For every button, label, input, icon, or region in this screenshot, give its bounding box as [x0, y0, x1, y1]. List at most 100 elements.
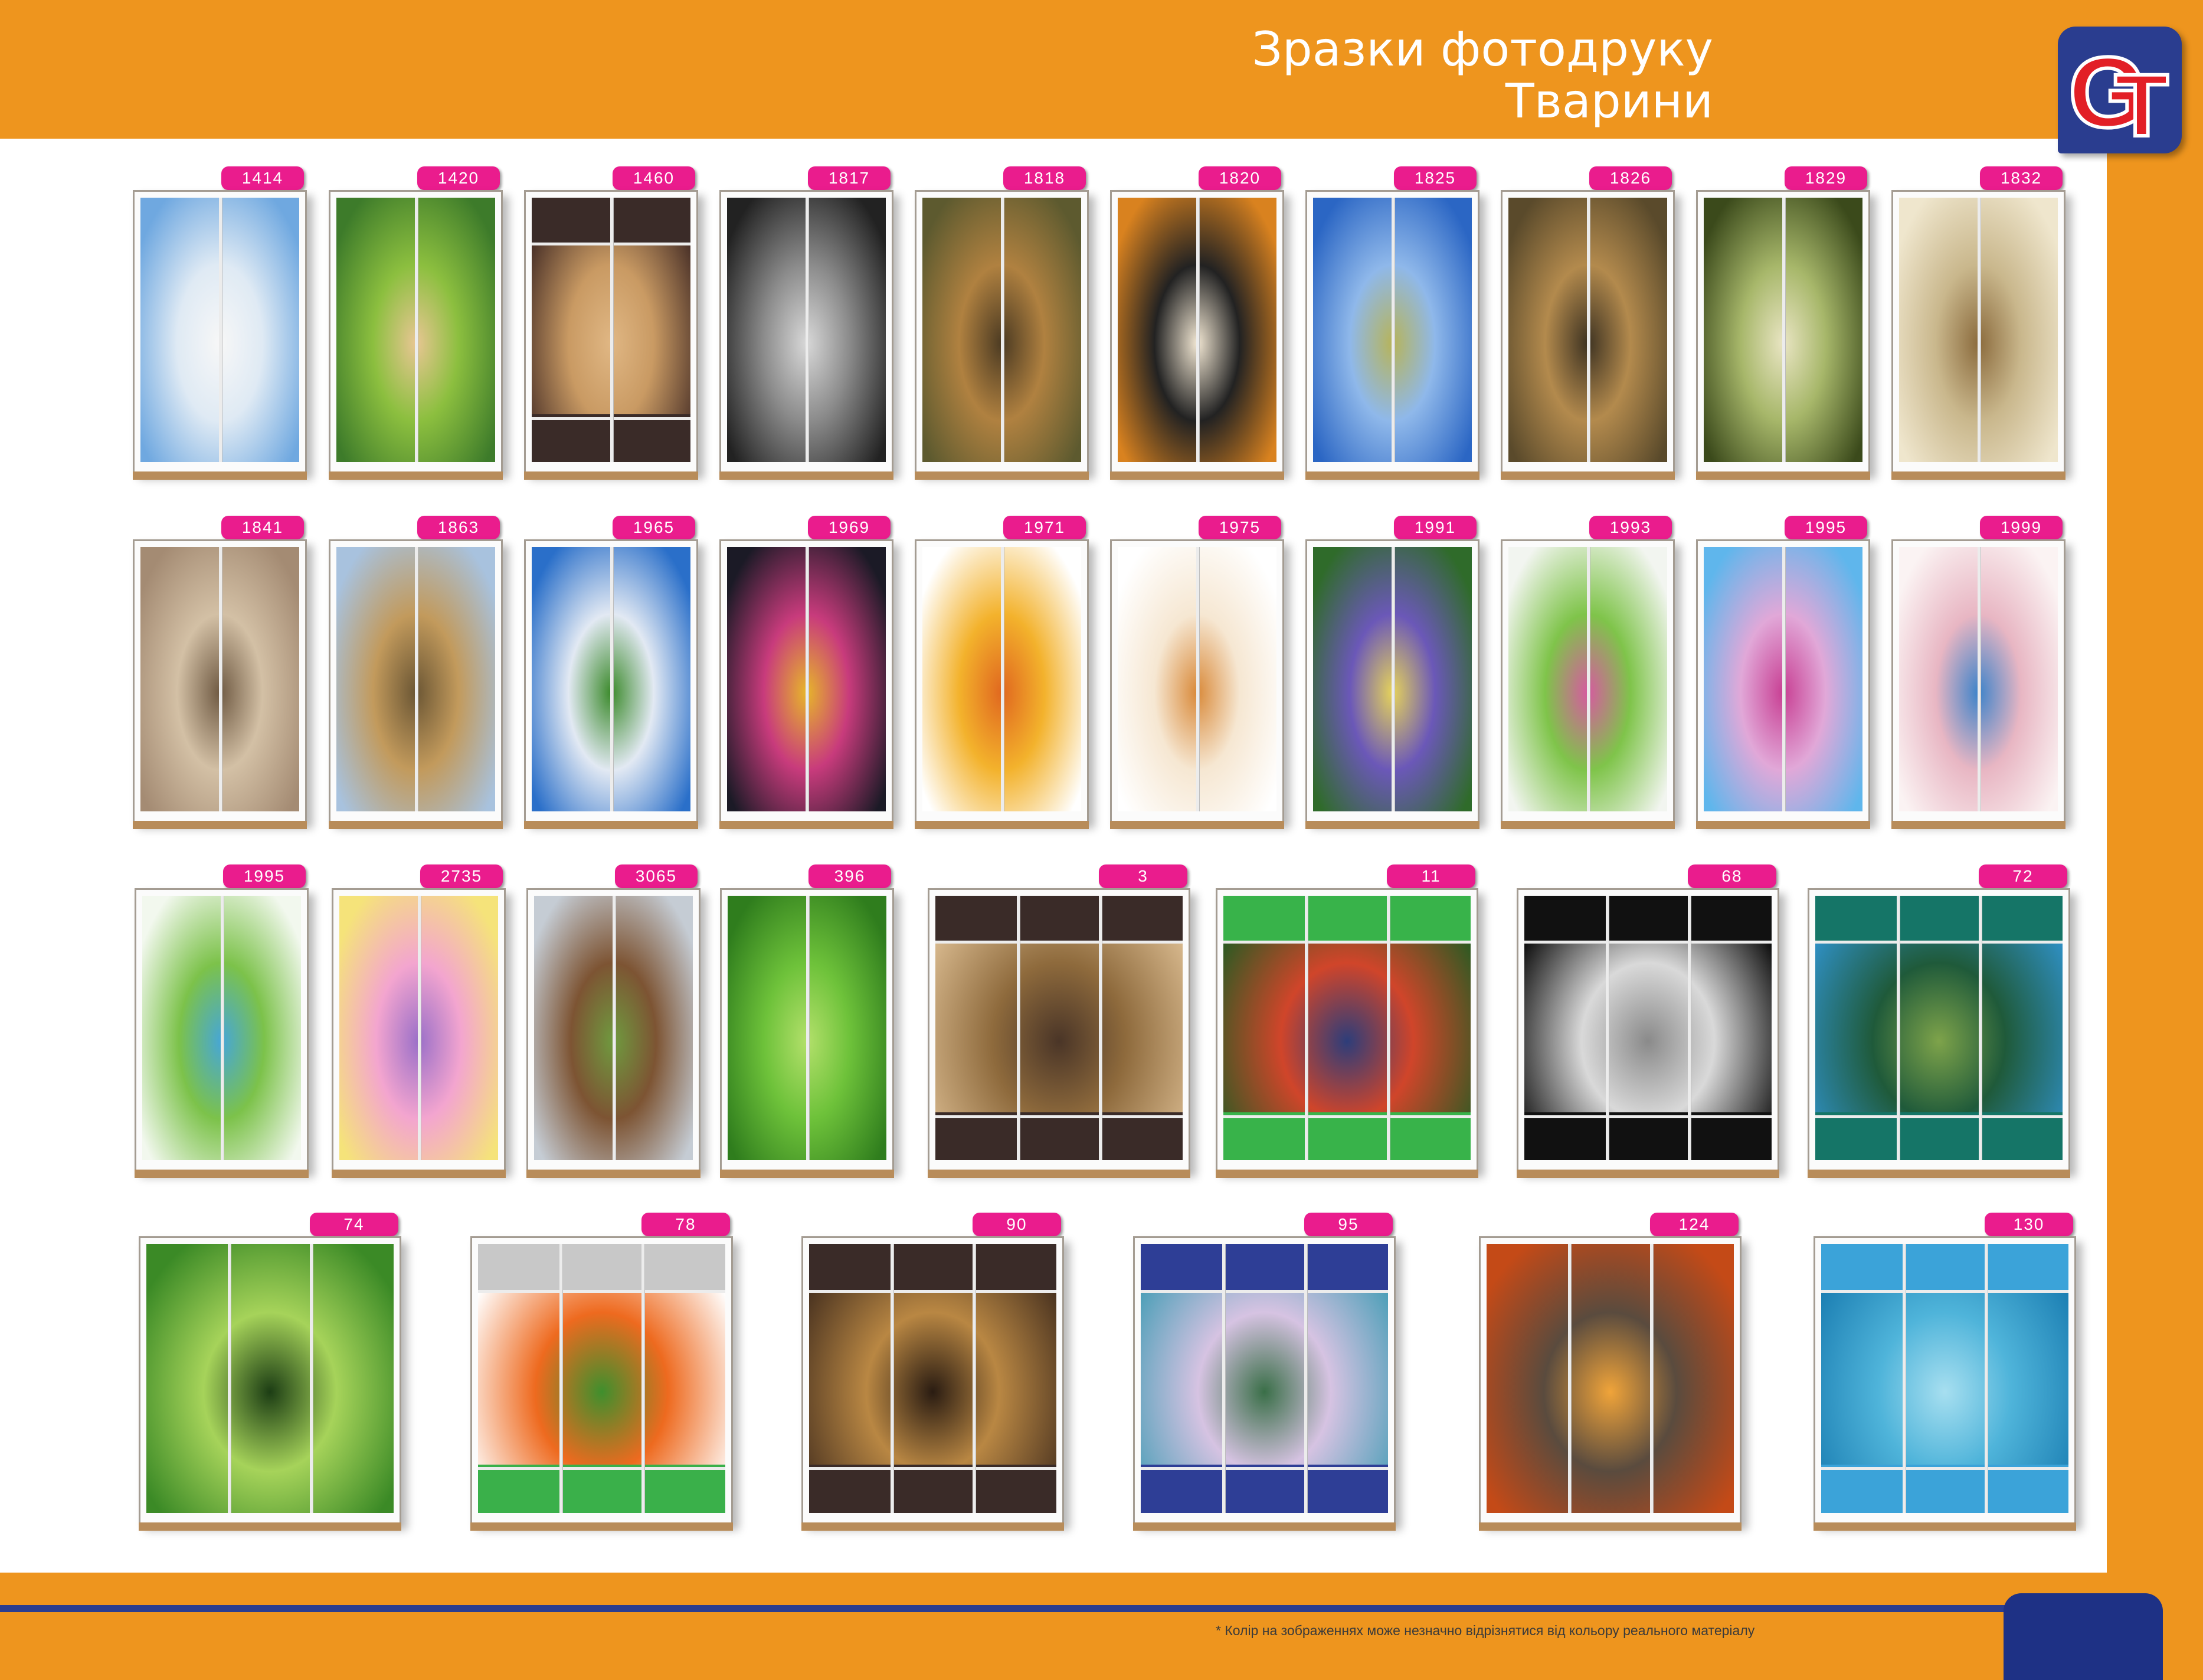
page-title: Зразки фотодруку Тварини — [1252, 24, 1713, 127]
wardrobe-plinth — [329, 821, 503, 829]
footer-bar — [0, 1573, 2203, 1680]
wardrobe-frame — [719, 190, 893, 480]
wardrobe-sample: 1826 — [1501, 166, 1675, 480]
door-divider — [418, 896, 421, 1160]
wardrobe-plinth — [1501, 821, 1675, 829]
door-divider — [228, 1244, 231, 1513]
sample-code-badge: 1975 — [1199, 516, 1281, 539]
wardrobe-frame — [720, 888, 894, 1178]
door-divider — [1196, 547, 1199, 811]
footer-line — [0, 1605, 2006, 1612]
sample-code-badge: 1995 — [223, 864, 306, 888]
sample-code-badge: 1460 — [613, 166, 695, 190]
door-divider — [1387, 896, 1390, 1160]
wardrobe-plinth — [1305, 471, 1479, 480]
wardrobe-plinth — [524, 821, 698, 829]
door-divider — [1099, 896, 1102, 1160]
color-band-top — [935, 896, 1183, 944]
door-rail — [478, 1290, 725, 1293]
wardrobe-sample: 1825 — [1305, 166, 1479, 480]
wardrobe-plinth — [139, 1522, 401, 1531]
wardrobe-plinth — [329, 471, 503, 480]
sample-code-badge: 1995 — [1785, 516, 1867, 539]
title-line-1: Зразки фотодруку — [1252, 22, 1713, 77]
wardrobe-plinth — [720, 1170, 894, 1178]
sample-code-badge: 1991 — [1394, 516, 1477, 539]
color-disclaimer: * Колір на зображеннях може незначно від… — [1216, 1623, 1755, 1638]
door-divider — [219, 547, 222, 811]
door-divider — [1001, 198, 1004, 462]
sample-code-badge: 1863 — [417, 516, 500, 539]
wardrobe-sample: 1969 — [719, 516, 893, 829]
door-divider — [1978, 198, 1981, 462]
header-bar: Зразки фотодруку Тварини — [0, 0, 2203, 139]
wardrobe-sample: 1818 — [915, 166, 1089, 480]
color-band-bottom — [1141, 1465, 1388, 1513]
wardrobe-frame — [1891, 539, 2065, 829]
door-divider — [1587, 547, 1590, 811]
sample-code-badge: 1829 — [1785, 166, 1867, 190]
wardrobe-frame — [719, 539, 893, 829]
wardrobe-sample: 1993 — [1501, 516, 1675, 829]
wardrobe-sample: 1999 — [1891, 516, 2065, 829]
wardrobe-plinth — [526, 1170, 700, 1178]
door-rail — [935, 941, 1183, 944]
photo-print-butterfly — [146, 1244, 394, 1513]
wardrobe-sample: 124 — [1479, 1213, 1742, 1531]
sample-code-badge: 1969 — [808, 516, 891, 539]
wardrobe-frame — [133, 190, 307, 480]
title-line-2: Тварини — [1505, 74, 1713, 129]
wardrobe-sample: 1991 — [1305, 516, 1479, 829]
color-band-bottom — [935, 1112, 1183, 1160]
wardrobe-plinth — [135, 1170, 309, 1178]
door-divider — [1222, 1244, 1225, 1513]
color-band-bottom — [1524, 1112, 1772, 1160]
brand-logo: G T — [2058, 27, 2182, 153]
wardrobe-plinth — [1891, 821, 2065, 829]
sample-code-badge: 396 — [808, 864, 891, 888]
wardrobe-sample: 95 — [1133, 1213, 1396, 1531]
wardrobe-frame — [524, 539, 698, 829]
door-divider — [559, 1244, 562, 1513]
wardrobe-sample: 90 — [801, 1213, 1064, 1531]
wardrobe-sample: 130 — [1814, 1213, 2076, 1531]
sample-code-badge: 1971 — [1003, 516, 1086, 539]
color-band-bottom — [809, 1465, 1056, 1513]
wardrobe-sample: 1829 — [1696, 166, 1870, 480]
sample-code-badge: 124 — [1650, 1213, 1739, 1236]
sample-code-badge: 1420 — [417, 166, 500, 190]
wardrobe-frame — [915, 539, 1089, 829]
wardrobe-frame — [139, 1236, 401, 1531]
wardrobe-sample: 78 — [470, 1213, 733, 1531]
wardrobe-plinth — [915, 821, 1089, 829]
color-band-top — [1223, 896, 1471, 944]
wardrobe-frame — [1110, 190, 1284, 480]
wardrobe-frame — [1133, 1236, 1396, 1531]
door-rail — [1815, 941, 2063, 944]
wardrobe-sample: 3 — [928, 864, 1190, 1178]
wardrobe-frame — [329, 190, 503, 480]
door-divider — [415, 198, 418, 462]
wardrobe-plinth — [1133, 1522, 1396, 1531]
wardrobe-plinth — [133, 821, 307, 829]
wardrobe-plinth — [1814, 1522, 2076, 1531]
sample-code-badge: 1965 — [613, 516, 695, 539]
sample-code-badge: 1841 — [221, 516, 304, 539]
sample-code-badge: 90 — [973, 1213, 1061, 1236]
wardrobe-frame — [332, 888, 506, 1178]
wardrobe-sample: 74 — [139, 1213, 401, 1531]
sample-code-badge: 1993 — [1589, 516, 1672, 539]
door-divider — [415, 547, 418, 811]
wardrobe-plinth — [719, 471, 893, 480]
wardrobe-sample: 1965 — [524, 516, 698, 829]
sample-code-badge: 1832 — [1980, 166, 2063, 190]
sample-code-badge: 1999 — [1980, 516, 2063, 539]
wardrobe-sample: 1971 — [915, 516, 1089, 829]
door-rail — [1223, 1115, 1471, 1118]
wardrobe-frame — [1216, 888, 1478, 1178]
wardrobe-plinth — [1696, 471, 1870, 480]
sample-code-badge: 2735 — [420, 864, 503, 888]
door-rail — [935, 1115, 1183, 1118]
sample-code-badge: 1817 — [808, 166, 891, 190]
wardrobe-plinth — [133, 471, 307, 480]
